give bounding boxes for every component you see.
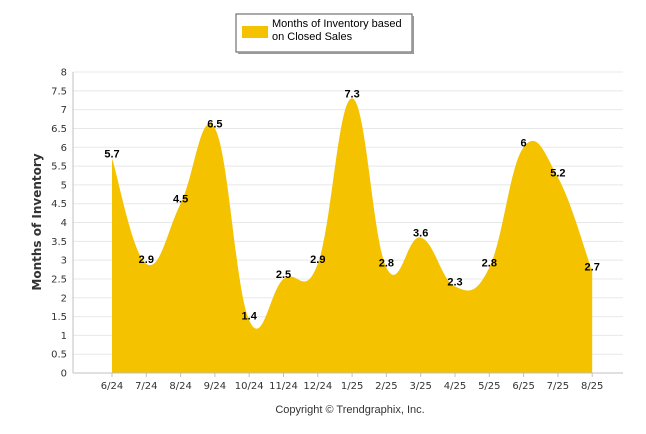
area-fill [112,98,593,373]
x-tick-label: 9/24 [204,381,226,392]
y-tick-label: 5.5 [51,162,67,173]
y-tick-label: 7 [61,105,67,116]
area-series [112,98,593,373]
data-label: 2.9 [310,254,325,266]
y-tick-label: 2.5 [51,274,67,285]
y-tick-label: 6 [61,143,67,154]
y-tick-label: 5 [61,180,67,191]
x-tick-label: 6/24 [101,381,123,392]
legend-label-line-2: on Closed Sales [272,31,353,43]
x-tick-label: 11/24 [269,381,298,392]
x-tick-label: 5/25 [478,381,500,392]
x-tick-label: 6/25 [512,381,534,392]
x-tick-label: 7/24 [135,381,157,392]
y-tick-label: 2 [61,293,67,304]
y-tick-label: 3 [61,256,67,267]
y-tick-label: 8 [61,68,67,79]
y-tick-label: 7.5 [51,86,67,97]
data-label: 2.8 [379,258,394,270]
data-label: 1.4 [242,310,258,322]
x-tick-label: 2/25 [375,381,397,392]
y-tick-label: 4 [61,218,67,229]
legend-label-line-1: Months of Inventory based [272,18,402,30]
copyright-text: Copyright © Trendgraphix, Inc. [275,404,424,416]
y-tick-labels: 0 0.5 1 1.5 2 2.5 3 3.5 4 4.5 5 5.5 6 6.5 7 7.5 8 [51,68,67,380]
x-tick-label: 8/24 [169,381,191,392]
legend-swatch [242,26,268,38]
data-labels: 5.7 2.9 4.5 6.5 1.4 2.5 2.9 7.3 2.8 3.6 2.3 2.8 6 5.2… [104,88,599,322]
data-label: 6.5 [207,118,222,130]
data-label: 2.8 [482,258,497,270]
data-label: 6 [521,137,527,149]
data-label: 3.6 [413,228,428,240]
y-axis-title: Months of Inventory [30,153,44,290]
x-tick-label: 4/25 [444,381,466,392]
x-tick-label: 7/25 [547,381,569,392]
x-tick-label: 12/24 [303,381,332,392]
legend: Months of Inventory based on Closed Sale… [235,13,414,54]
data-label: 2.3 [447,276,462,288]
legend-shadow-bottom [238,52,414,54]
y-tick-label: 4.5 [51,199,67,210]
x-tick-label: 1/25 [341,381,363,392]
data-label: 2.5 [276,269,291,281]
x-tick-labels: 6/24 7/24 8/24 9/24 10/24 11/24 12/24 1/25 2/25 3… [101,373,603,392]
y-tick-label: 1 [61,331,67,342]
legend-shadow-right [412,16,414,53]
x-tick-label: 3/25 [409,381,431,392]
y-tick-label: 1.5 [51,312,67,323]
y-tick-label: 0 [61,369,67,380]
data-label: 5.2 [550,167,565,179]
data-label: 5.7 [104,149,119,161]
data-label: 4.5 [173,194,188,206]
y-tick-label: 0.5 [51,350,67,361]
axes [72,72,623,374]
data-label: 2.7 [585,261,600,273]
y-tick-label: 6.5 [51,124,67,135]
x-tick-label: 10/24 [235,381,264,392]
data-label: 7.3 [344,88,359,100]
y-tick-label: 3.5 [51,237,67,248]
data-label: 2.9 [139,254,154,266]
x-tick-label: 8/25 [581,381,603,392]
